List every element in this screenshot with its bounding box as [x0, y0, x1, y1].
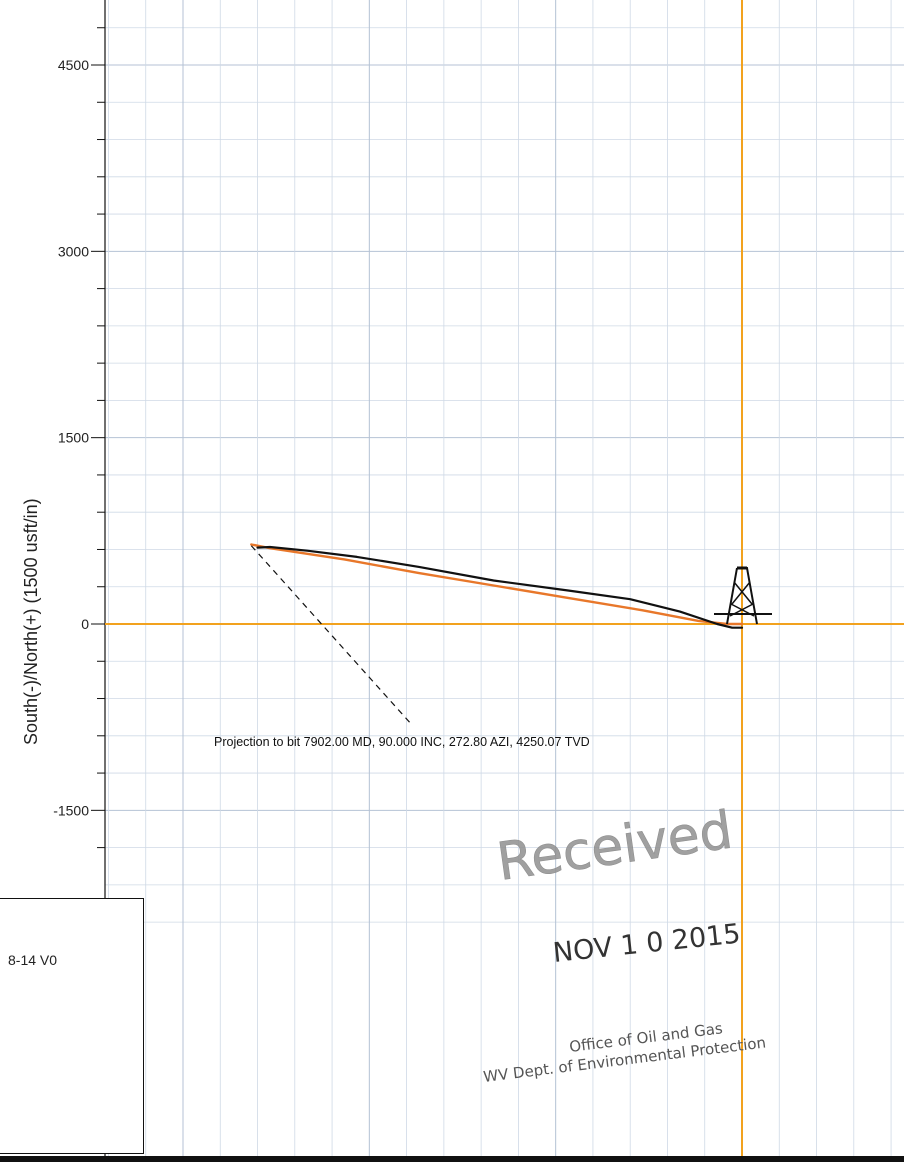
legend-box: [0, 898, 144, 1154]
y-tick-label: 4500: [58, 57, 89, 73]
y-axis-title: South(-)/North(+) (1500 usft/in): [21, 498, 41, 745]
series-group: [250, 543, 744, 727]
rig-icon: [714, 566, 772, 625]
projection-annotation: Projection to bit 7902.00 MD, 90.000 INC…: [214, 735, 590, 749]
stamp-received: Received: [493, 801, 736, 893]
received-stamp: Received NOV 1 0 2015 Office of Oil and …: [482, 800, 767, 1086]
stamp-date: NOV 1 0 2015: [551, 918, 741, 969]
plan-wellpath-line: [250, 543, 744, 626]
y-tick-label: 3000: [58, 243, 89, 259]
drilling-rig-icon: [714, 566, 772, 625]
legend-text-fragment: 8-14 V0: [8, 952, 58, 968]
y-tick-label: 1500: [58, 430, 89, 446]
bottom-border: [0, 1156, 904, 1162]
actual-wellpath-line: [256, 545, 744, 629]
y-ticks: -1500 0 1500 3000 4500: [53, 27, 105, 849]
y-tick-label: -1500: [53, 802, 89, 818]
y-tick-label: 0: [81, 616, 89, 632]
projection-leader-line: [250, 545, 414, 727]
grid: [105, 0, 904, 1156]
rig-bracing: [729, 581, 755, 617]
axes: [104, 0, 904, 1156]
